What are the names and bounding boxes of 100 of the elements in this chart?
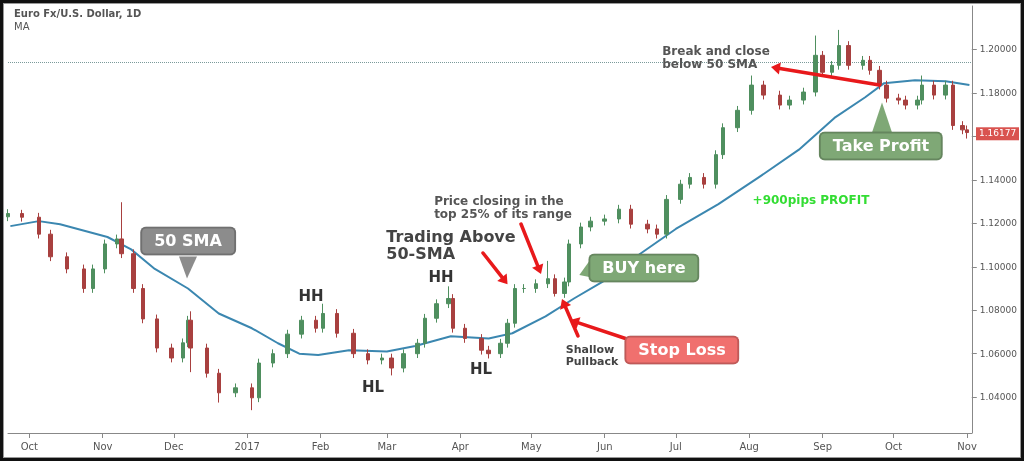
candlestick <box>351 328 356 359</box>
candlestick <box>115 234 119 249</box>
candlestick <box>217 368 221 404</box>
candlestick <box>801 87 806 105</box>
x-tick-label: Nov <box>957 440 977 452</box>
x-tick-label: May <box>520 440 542 452</box>
candlestick <box>837 29 841 71</box>
candlestick <box>169 343 174 363</box>
x-tick-label: Mar <box>377 440 398 452</box>
candlestick <box>423 313 427 349</box>
y-tick-label: 1.12000 <box>979 218 1018 229</box>
annotation: 50 SMA <box>140 226 236 256</box>
candlestick <box>91 264 95 294</box>
candlestick <box>735 105 740 133</box>
candlestick <box>155 314 159 353</box>
annotation: HH <box>298 287 324 306</box>
x-tick-label: Sep <box>813 440 833 452</box>
line-series <box>9 79 971 356</box>
candlestick <box>451 293 455 334</box>
x-tick-label: Oct <box>884 440 903 452</box>
annotation: Break and close below 50 SMA <box>662 44 770 71</box>
y-tick-label: 1.10000 <box>979 261 1018 272</box>
y-tick-label: 1.14000 <box>979 174 1018 185</box>
candlestick <box>629 204 633 230</box>
text: MA <box>14 21 30 32</box>
candlestick <box>602 214 607 226</box>
candlestick <box>335 308 339 339</box>
candlestick <box>131 248 136 294</box>
x-tick-label: Oct <box>20 440 39 452</box>
candlestick <box>250 382 254 411</box>
candlestick <box>446 285 451 309</box>
y-tick-label: 1.08000 <box>979 305 1018 316</box>
candlestick <box>434 298 439 324</box>
x-tick-label: Aug <box>739 440 759 452</box>
candlestick <box>546 260 550 289</box>
candlestick <box>534 278 538 294</box>
candlestick <box>960 120 965 135</box>
candlestick <box>951 80 955 131</box>
candlestick <box>486 345 491 359</box>
x-tick-label: Jun <box>595 440 613 452</box>
candlestick <box>655 224 659 240</box>
candlestick <box>553 273 557 298</box>
candlestick <box>141 283 145 324</box>
candlestick <box>82 264 86 294</box>
candlestick <box>868 55 872 76</box>
annotation: Trading Above 50-SMA <box>386 227 516 263</box>
y-tick-label: 1.06000 <box>979 348 1018 359</box>
candlestick <box>943 80 948 100</box>
x-tick-label: Jul <box>668 440 682 452</box>
candlestick <box>513 283 517 329</box>
candlestick <box>119 201 124 259</box>
candlestick <box>877 65 882 90</box>
candlestick <box>314 315 318 334</box>
x-tick-label: 2017 <box>234 440 260 452</box>
candlestick <box>380 353 384 365</box>
candlestick <box>505 318 510 349</box>
candlestick <box>688 172 692 190</box>
candlestick <box>65 251 69 274</box>
x-tick-label: Feb <box>311 440 330 452</box>
candlestick <box>271 348 275 368</box>
y-tick-label: 1.04000 <box>979 392 1018 403</box>
candlestick <box>678 179 683 205</box>
candlestick <box>884 80 889 103</box>
candlestick <box>861 55 865 71</box>
candlestick <box>479 333 484 356</box>
x-tick-label: Apr <box>451 440 470 452</box>
text: 1.16177 <box>976 127 1020 141</box>
candlestick <box>285 329 290 359</box>
annotation: Shallow Pullback <box>565 343 619 368</box>
candlestick <box>498 338 503 359</box>
annotation: BUY here <box>588 253 700 283</box>
candlestick <box>321 303 325 334</box>
candlestick <box>617 204 621 224</box>
candlestick <box>903 95 908 110</box>
annotation: HL <box>469 360 493 379</box>
annotation: Take Profit <box>818 131 944 161</box>
annotation: Stop Loss <box>624 335 740 365</box>
candlestick <box>830 60 834 78</box>
candlestick <box>389 353 394 376</box>
candlestick <box>233 382 238 398</box>
candlestick <box>257 358 261 403</box>
candlestick <box>749 75 754 116</box>
x-tick-label: Nov <box>92 440 113 452</box>
candlestick <box>103 239 107 274</box>
annotation: +900pips PROFIT <box>752 192 870 207</box>
candlestick <box>702 172 706 190</box>
candlestick <box>6 208 10 222</box>
candlestick <box>645 219 650 234</box>
candlestick <box>896 93 901 105</box>
candlestick <box>415 338 420 359</box>
annotation: HL <box>361 378 385 397</box>
annotation: HH <box>428 268 454 287</box>
candlestick <box>48 229 53 262</box>
y-tick-label: 1.18000 <box>979 87 1018 98</box>
candlestick <box>778 90 782 110</box>
candlestick <box>366 348 370 365</box>
candlestick <box>401 348 406 373</box>
annotation: Price closing in the top 25% of its range <box>434 194 572 221</box>
chart-title: Euro Fx/U.S. Dollar, 1D <box>14 8 142 19</box>
y-tick-label: 1.20000 <box>979 44 1018 55</box>
